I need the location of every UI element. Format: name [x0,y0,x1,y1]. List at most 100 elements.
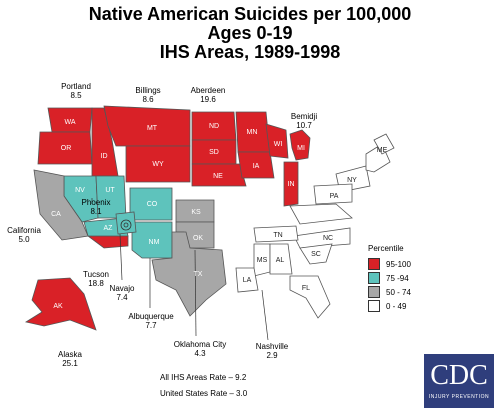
cdc-logo-subtext: INJURY PREVENTION [428,394,490,400]
legend-label: 50 - 74 [386,287,411,297]
area-aberdeen: Aberdeen 19.6 [186,86,230,104]
navajo-marker [120,219,132,231]
state-label-ks: KS [191,209,201,216]
state-label-ut: UT [105,187,115,194]
area-nashville: Nashville 2.9 [250,342,294,360]
area-rate: 19.6 [200,95,216,104]
state-label-nd: ND [209,123,219,130]
map-title-line1: Native American Suicides per 100,000 [88,4,412,24]
state-label-al: AL [276,257,285,264]
state-label-fl: FL [302,285,310,292]
state-nm [131,221,173,259]
state-label-nv: NV [75,187,85,194]
leader-oklahoma [194,249,197,337]
area-rate: 8.5 [70,91,82,100]
area-alaska: Alaska 25.1 [50,350,90,368]
cdc-logo: CDC INJURY PREVENTION [424,354,494,408]
state-label-mn: MN [247,129,258,136]
state-me [373,133,395,155]
area-rate: 8.6 [142,95,154,104]
state-label-az: AZ [104,225,114,232]
area-albuquerque: Albuquerque 7.7 [124,312,178,330]
state-tx [151,231,227,317]
state-nc [293,227,351,249]
area-bemidji: Bemidji 10.7 [284,112,324,130]
state-fl [289,275,331,319]
state-tucson [86,235,129,249]
state-label-tx: TX [194,271,203,278]
state-label-or: OR [61,145,72,152]
leader-nashville [261,289,269,341]
area-tucson: Tucson 18.8 [76,270,116,288]
state-label-in: IN [288,181,295,188]
area-california: California 5.0 [2,226,46,244]
state-label-ia: IA [253,163,260,170]
area-name: Nashville [255,342,289,351]
state-label-mi: MI [297,145,305,152]
legend-item-50-74: 50 - 74 [368,285,411,299]
area-name: Portland [61,82,91,91]
area-portland: Portland 8.5 [56,82,96,100]
state-la [235,267,259,293]
legend-item-75-94: 75 -94 [368,271,411,285]
area-rate: 18.8 [88,279,104,288]
area-name: Phoenix [81,198,111,207]
state-al [269,243,293,275]
state-ky-va-region [289,203,353,225]
state-label-ak: AK [53,303,63,310]
area-rate: 2.9 [266,351,278,360]
legend-label: 95-100 [386,259,411,269]
navajo-marker-inner [123,222,129,228]
cdc-logo-text: CDC [430,360,488,391]
leader-navajo [119,233,123,281]
state-wi [265,123,289,159]
state-label-pa: PA [330,193,339,200]
legend-swatch-white [368,300,380,312]
area-oklahoma-city: Oklahoma City 4.3 [170,340,230,358]
state-label-id: ID [101,153,108,160]
legend-title: Percentile [368,244,404,253]
state-label-ca: CA [51,211,61,218]
state-label-wi: WI [274,141,283,148]
state-label-me: ME [377,147,388,154]
state-ca [33,169,89,241]
legend-label: 0 - 49 [386,301,407,311]
state-label-co: CO [147,201,158,208]
legend-swatch-red [368,258,380,270]
state-label-sd: SD [209,149,219,156]
legend-label: 75 -94 [386,273,409,283]
state-ak [24,277,97,331]
legend-item-95-100: 95-100 [368,257,411,271]
area-name: Alaska [57,350,82,359]
state-label-ny: NY [347,177,357,184]
state-label-wy: WY [152,161,164,168]
state-in [283,161,299,207]
area-rate: 7.4 [116,293,128,302]
state-label-nm: NM [149,239,160,246]
area-rate: 7.7 [145,321,157,330]
state-label-tn: TN [273,232,282,239]
state-label-ms: MS [257,257,268,264]
state-label-la: LA [243,277,252,284]
legend-swatch-gray [368,286,380,298]
state-label-nc: NC [323,235,333,242]
area-name: Bemidji [290,112,318,121]
area-rate: 10.7 [296,121,312,130]
state-label-ne: NE [213,173,223,180]
all-ihs-rate: All IHS Areas Rate – 9.2 [160,373,247,382]
state-sc [299,243,333,265]
area-name: Tucson [83,270,109,279]
area-name: California [7,226,41,235]
legend-item-0-49: 0 - 49 [368,299,411,313]
area-name: Oklahoma City [173,340,227,349]
legend: Percentile 95-100 75 -94 50 - 74 0 - 49 [368,244,411,313]
area-name: Albuquerque [128,312,174,321]
area-rate: 25.1 [62,359,78,368]
state-tn [253,225,299,243]
state-ia [237,151,275,179]
area-name: Billings [135,86,161,95]
area-name: Navajo [109,284,135,293]
area-rate: 5.0 [18,235,30,244]
state-co [129,187,173,221]
